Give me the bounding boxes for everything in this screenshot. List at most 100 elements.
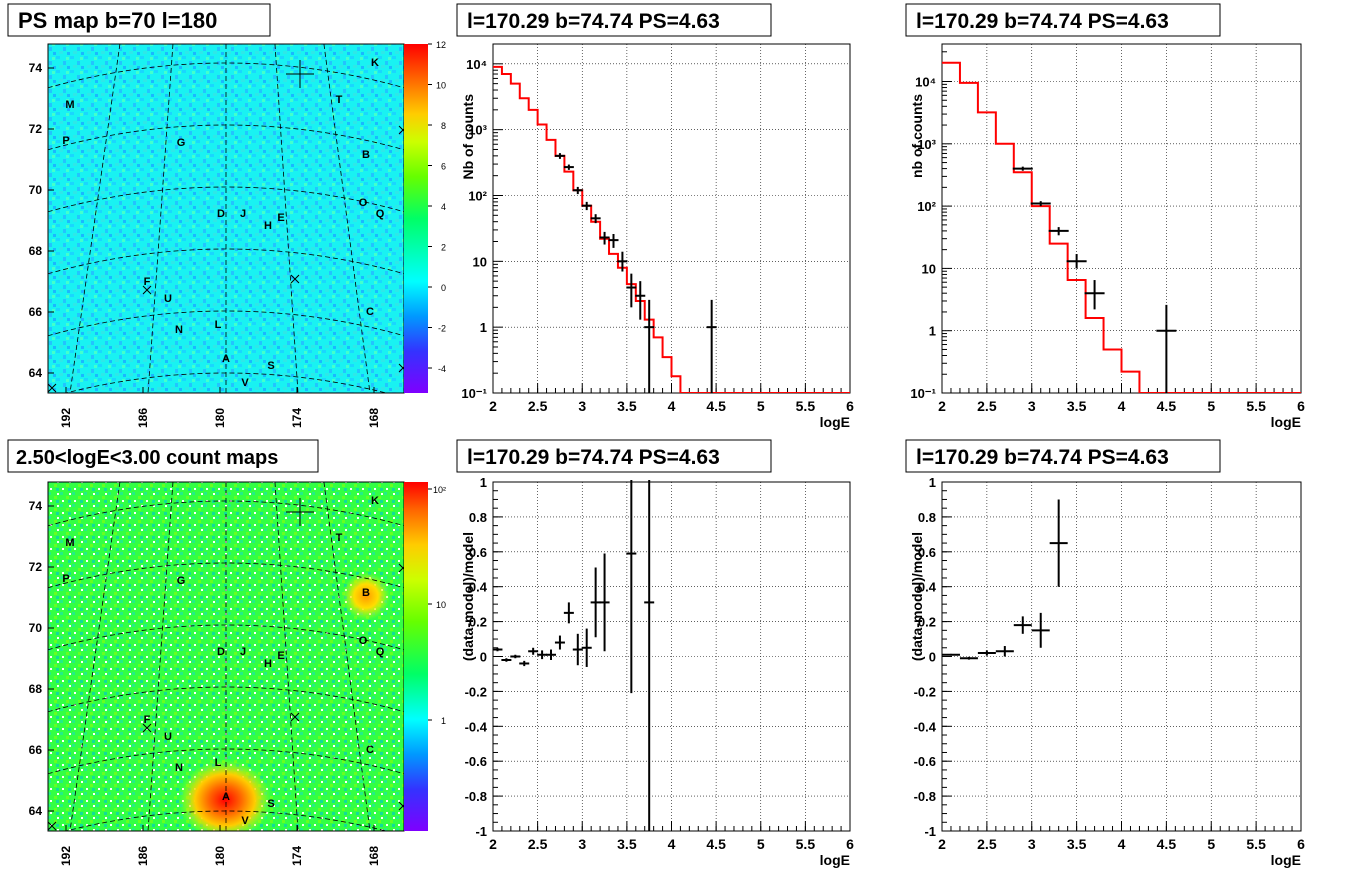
y-tick-label: 0 (929, 650, 936, 665)
y-tick-label: 0.2 (469, 615, 487, 630)
ps-colorbar-tick-label: -2 (438, 324, 446, 334)
x-tick-label: 6 (846, 398, 854, 414)
ps-map-colorbar-ticks: 12 10 8 6 4 2 0 -2 -4 (428, 40, 446, 374)
count-map-cross-marker (142, 723, 152, 733)
ps-map-x-tick-label: 174 (290, 408, 304, 428)
count-map-colorbar (404, 482, 428, 831)
y-tick-label: 0.6 (918, 545, 936, 560)
x-tick-label: 6 (1297, 836, 1305, 852)
ps-map-latitude-line (48, 186, 404, 213)
x-tick-label: 4.5 (706, 836, 726, 852)
x-tick-label: 4 (668, 398, 676, 414)
ps-map-source-label-u: U (164, 293, 172, 305)
x-tick-label: 3 (578, 836, 586, 852)
ps-colorbar-tick-label: 2 (441, 243, 446, 253)
count-map-y-tick-label: 68 (29, 682, 43, 696)
y-tick-label: 0.6 (469, 545, 487, 560)
x-tick-label: 5.5 (796, 398, 816, 414)
ps-colorbar-tick-label: 4 (441, 202, 446, 212)
count-map-title-box (7, 439, 319, 473)
y-tick-label: -0.6 (914, 754, 936, 769)
count-map-title: 2.50<logE<3.00 count maps (16, 447, 278, 469)
ps-map-cross-marker (398, 125, 404, 135)
y-tick-label: 1 (480, 320, 487, 335)
plot-area (942, 61, 1301, 393)
y-tick-label: 10³ (917, 137, 936, 152)
x-tick-label: 3 (578, 398, 586, 414)
count-map-y-tick-label: 64 (29, 804, 43, 818)
x-axis-label: logE (1271, 414, 1301, 430)
count-map-source-label-c: C (366, 744, 374, 756)
x-axis-label: logE (820, 852, 850, 868)
ps-map-cross-marker (290, 274, 300, 284)
ps-map-y-tick-label: 68 (29, 244, 43, 258)
y-tick-label: 0.4 (918, 580, 937, 595)
ps-map-x-tick-label: 168 (367, 408, 381, 428)
model-step-line (942, 61, 1301, 393)
x-tick-label: 2.5 (528, 398, 548, 414)
count-map-source-label-a: A (222, 791, 230, 803)
chart-title-box (905, 439, 1221, 473)
count-map-x-tick-label: 168 (367, 846, 381, 866)
count-map-meridian-line (274, 482, 299, 831)
ps-map-source-labels: K T M P G B OQ D J EH F U C N L A S V (62, 57, 384, 389)
ps-map-y-tick-label: 74 (29, 61, 43, 75)
count-map-latitude-line (48, 624, 404, 651)
x-tick-label: 3.5 (617, 398, 637, 414)
y-tick-label: 0.2 (918, 615, 936, 630)
x-tick-label: 2 (938, 836, 946, 852)
count-map-source-label-j: J (240, 646, 246, 658)
y-tick-label: 1 (929, 475, 936, 490)
x-tick-label: 3.5 (1067, 398, 1087, 414)
y-tick-label: 10² (468, 188, 487, 203)
count-map-y-tick-label: 66 (29, 743, 43, 757)
y-tick-label: 10⁻¹ (910, 386, 936, 401)
x-tick-label: 2 (489, 398, 497, 414)
count-map-cross-marker (290, 712, 300, 722)
spectrum-chart-1: l=170.29 b=74.74 PS=4.63 2 2.5 3 3.5 4 4.5 5 5.5… (456, 3, 854, 430)
ps-map-x-tick-label: 180 (213, 408, 227, 428)
x-tick-label: 4.5 (1157, 398, 1177, 414)
source-b-glow (342, 572, 390, 620)
x-tick-label: 2.5 (977, 398, 997, 414)
x-tick-label: 3.5 (617, 836, 637, 852)
ps-map-title: PS map b=70 l=180 (18, 8, 217, 33)
y-tick-label: 0.8 (469, 510, 487, 525)
ps-map-source-label-a: A (222, 353, 230, 365)
chart-title: l=170.29 b=74.74 PS=4.63 (467, 10, 720, 33)
ps-map-y-tick-label: 64 (29, 366, 43, 380)
ps-map-source-label-b: B (362, 149, 370, 161)
y-axis-label: nb of counts (909, 94, 925, 178)
y-axis-label: (data-model)/model (909, 532, 925, 661)
x-tick-label: 2.5 (528, 836, 548, 852)
ps-map-source-label-h: H (264, 220, 272, 232)
count-map-cross-marker (398, 563, 404, 573)
count-map-cross-marker (398, 801, 404, 811)
ps-map-source-label-q: Q (376, 208, 385, 220)
x-tick-label: 5.5 (1246, 836, 1266, 852)
ps-map-title-box (7, 3, 271, 37)
count-map-source-labels: K T M P G B OQ D J EH F U C N L A S V (62, 495, 384, 827)
count-map-source-label-p: P (62, 573, 69, 585)
ps-map-colorbar (404, 44, 428, 393)
count-map-source-label-h: H (264, 658, 272, 670)
count-map-meridian-line (69, 482, 121, 831)
y-tick-label: -0.4 (465, 719, 488, 734)
count-colorbar-tick-label: 10 (436, 600, 446, 610)
count-map-source-label-s: S (267, 798, 274, 810)
model-step-line (493, 65, 850, 393)
plot-area (942, 499, 1068, 660)
y-tick-label: 0.8 (918, 510, 936, 525)
count-map-source-label-k: K (371, 495, 379, 507)
ps-map-source-label-l: L (215, 319, 222, 331)
ps-map-cross-marker (48, 383, 57, 393)
ps-colorbar-tick-label: 12 (436, 40, 446, 50)
count-map-y-tick-label: 74 (29, 499, 43, 513)
ps-colorbar-tick-label: 10 (436, 81, 446, 91)
x-tick-label: 4 (668, 836, 676, 852)
ps-map-source-label-p: P (62, 135, 69, 147)
count-map-panel: 2.50<logE<3.00 count maps 10² 10 1 74 72 70 6… (7, 439, 446, 866)
count-map-source-label-f: F (144, 714, 151, 726)
plot-area (493, 65, 850, 393)
